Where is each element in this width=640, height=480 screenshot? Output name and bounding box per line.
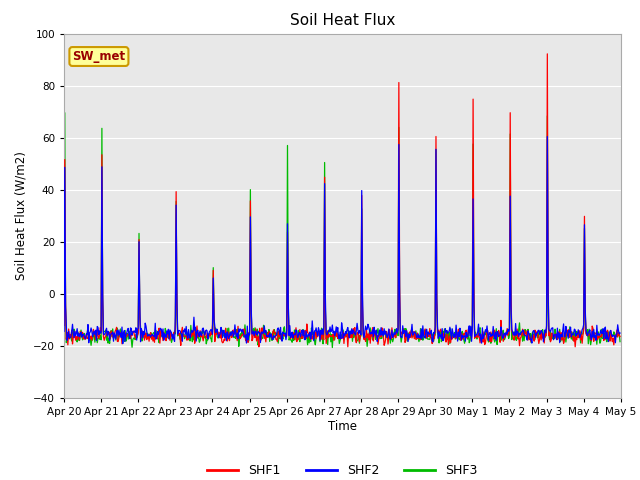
SHF1 xyxy=(184,335,191,341)
SHF2 xyxy=(214,332,221,337)
SHF3 xyxy=(71,333,79,338)
Line: SHF2: SHF2 xyxy=(64,137,620,344)
SHF1 xyxy=(213,330,221,336)
SHF2 xyxy=(410,329,418,335)
SHF3 xyxy=(412,335,419,340)
SHF2 xyxy=(70,335,78,340)
Line: SHF1: SHF1 xyxy=(64,54,620,347)
SHF2 xyxy=(119,341,127,347)
Legend: SHF1, SHF2, SHF3: SHF1, SHF2, SHF3 xyxy=(202,459,483,480)
SHF2 xyxy=(543,134,551,140)
SHF1 xyxy=(543,51,551,57)
SHF3 xyxy=(61,110,68,116)
SHF3 xyxy=(214,335,221,341)
SHF3 xyxy=(616,339,624,345)
SHF3 xyxy=(185,333,193,338)
SHF2 xyxy=(185,327,193,333)
SHF3 xyxy=(60,321,68,327)
SHF1 xyxy=(427,335,435,340)
SHF1 xyxy=(127,332,135,337)
Y-axis label: Soil Heat Flux (W/m2): Soil Heat Flux (W/m2) xyxy=(15,152,28,280)
SHF1 xyxy=(616,334,624,339)
X-axis label: Time: Time xyxy=(328,420,357,433)
SHF3 xyxy=(328,345,336,350)
SHF1 xyxy=(60,323,68,328)
SHF3 xyxy=(128,344,136,350)
SHF1 xyxy=(410,336,418,342)
SHF1 xyxy=(255,344,263,349)
Line: SHF3: SHF3 xyxy=(64,113,620,348)
SHF1 xyxy=(70,335,78,340)
SHF2 xyxy=(427,330,435,336)
SHF2 xyxy=(616,330,624,336)
Title: Soil Heat Flux: Soil Heat Flux xyxy=(290,13,395,28)
SHF3 xyxy=(428,331,435,336)
SHF2 xyxy=(128,332,136,338)
SHF2 xyxy=(60,328,68,334)
Text: SW_met: SW_met xyxy=(72,50,125,63)
